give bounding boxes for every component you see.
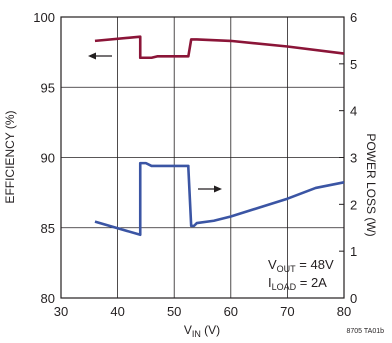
right-tick-label: 6: [350, 10, 357, 25]
right-axis-label: POWER LOSS (W): [364, 133, 378, 236]
power-loss-line: [94, 161, 345, 237]
left-axis-label: EFFICIENCY (%): [3, 110, 17, 203]
right-tick-label: 4: [350, 104, 357, 119]
x-tick-label: 50: [167, 304, 181, 319]
iload-annotation: ILOAD = 2A: [268, 275, 327, 292]
right-tick-label: 5: [350, 57, 357, 72]
left-tick-label: 85: [41, 221, 55, 236]
efficiency-line: [94, 35, 345, 60]
left-tick-label: 80: [41, 291, 55, 306]
right-tick-label: 0: [350, 291, 357, 306]
figure-code: 8705 TA01b: [347, 328, 385, 335]
right-tick-label: 3: [350, 151, 357, 166]
left-tick-label: 100: [33, 10, 55, 25]
x-axis-label: VIN (V): [184, 323, 220, 339]
grid: [61, 17, 344, 298]
left-axis-ticks: 80 85 90 95 100: [33, 10, 55, 306]
vout-annotation: VOUT = 48V: [268, 257, 334, 274]
series-layer: [94, 35, 345, 237]
right-tick-label: 2: [350, 197, 357, 212]
x-tick-label: 80: [337, 304, 351, 319]
right-tick-label: 1: [350, 244, 357, 259]
left-tick-label: 90: [41, 151, 55, 166]
right-axis-ticks: 0 1 2 3 4 5 6: [339, 10, 357, 306]
x-tick-label: 70: [280, 304, 294, 319]
x-tick-label: 60: [224, 304, 238, 319]
efficiency-axis-arrow: [88, 52, 112, 60]
x-axis-ticks: 30 40 50 60 70 80: [54, 304, 351, 319]
left-tick-label: 95: [41, 80, 55, 95]
x-tick-label: 40: [110, 304, 124, 319]
power-loss-axis-arrow: [198, 185, 222, 193]
x-tick-label: 30: [54, 304, 68, 319]
